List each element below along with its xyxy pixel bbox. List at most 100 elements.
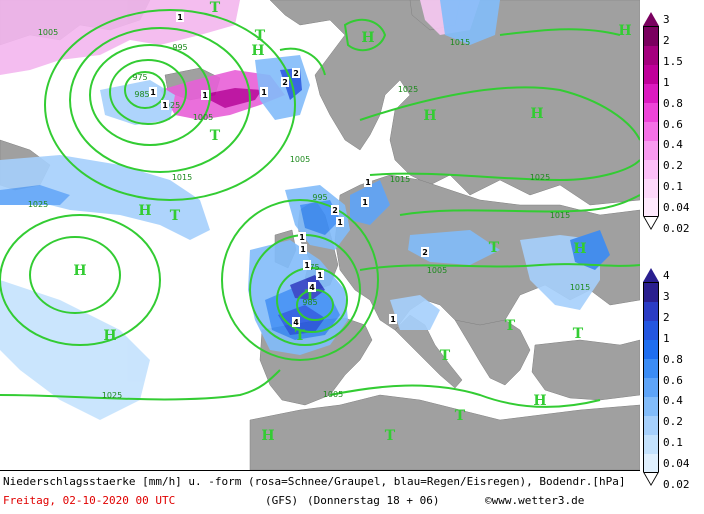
precip-value-box: [316, 270, 324, 280]
precip-value-box: [421, 247, 429, 257]
precip-value-box: [201, 90, 209, 100]
snow-legend-swatch: [644, 84, 658, 103]
isobar-label: 975: [132, 73, 147, 82]
snow-legend-level: 1.5: [663, 54, 683, 68]
precip-value-label: 1: [362, 198, 368, 207]
isobar-label: 1015: [390, 175, 410, 184]
isobar-label: 975: [304, 263, 319, 272]
low-pressure-label: T: [573, 326, 584, 342]
precip-value-label: 1: [337, 218, 343, 227]
isobar-label: 1025: [398, 85, 418, 94]
low-pressure-label: T: [440, 348, 451, 364]
rain-legend-level: 0.04: [663, 457, 690, 471]
low-pressure-label: T: [505, 318, 516, 334]
precip-value-label: 1: [365, 178, 371, 187]
isobar-label: 1025: [28, 200, 48, 209]
high-pressure-label: H: [573, 241, 586, 257]
snow-legend-bottom-arrow: [644, 217, 658, 229]
rain-precipitation: [0, 0, 610, 420]
precip-value-box: [149, 87, 157, 97]
high-pressure-label: H: [261, 428, 274, 444]
high-pressure-label: H: [618, 23, 631, 39]
rain-legend-swatch: [644, 378, 658, 397]
caption-model: (GFS): [265, 494, 299, 507]
rain-legend-level: 0.02: [663, 478, 690, 491]
caption-date: Freitag, 02-10-2020 00 UTC: [3, 494, 176, 507]
snow-legend-swatch: [644, 65, 658, 84]
isobar-label: 1005: [323, 390, 343, 399]
snow-legend-swatch: [644, 198, 658, 217]
precip-value-label: 1: [304, 261, 310, 270]
snow-legend-swatch: [644, 160, 658, 179]
rain-legend-level: 0.2: [663, 415, 683, 429]
snow-legend-level: 0.02: [663, 222, 690, 235]
rain-legend-top-arrow: [643, 268, 659, 282]
precip-value-label: 1: [317, 271, 323, 280]
low-pressure-label: T: [255, 28, 266, 44]
precip-value-box: [361, 197, 369, 207]
rain-legend-colorbar: [643, 282, 659, 473]
isobar-label: 995: [312, 193, 327, 202]
snow-legend-top-arrow: [643, 12, 659, 26]
rain-legend-swatch: [644, 302, 658, 321]
rain-legend-level: 0.1: [663, 436, 683, 450]
high-pressure-markers: H H H H H H H H H H H: [73, 23, 631, 444]
precip-value-label: 1: [390, 315, 396, 324]
precip-value-label: 2: [332, 206, 338, 215]
precip-value-box: [364, 177, 372, 187]
precip-value-label: 1: [202, 91, 208, 100]
low-pressure-label: T: [170, 208, 181, 224]
rain-legend-swatch: [644, 321, 658, 340]
snow-legend-level: 0.6: [663, 117, 683, 131]
snow-legend-swatch: [644, 103, 658, 122]
precip-value-box: [260, 87, 268, 97]
isobar-label: 985: [134, 90, 149, 99]
precip-value-box: [331, 205, 339, 215]
caption-footer: Freitag, 02-10-2020 00 UTC (GFS) (Donner…: [3, 494, 637, 507]
high-pressure-label: H: [73, 263, 86, 279]
snow-legend-swatch: [644, 122, 658, 141]
high-pressure-label: H: [533, 393, 546, 409]
snow-legend-swatch: [644, 46, 658, 65]
low-pressure-label: T: [489, 240, 500, 256]
low-pressure-markers: T T T T T T T T T T T T: [170, 0, 584, 444]
isobar-label: 995: [172, 43, 187, 52]
isobar-label: 1005: [290, 155, 310, 164]
isobar-label: 1005: [193, 113, 213, 122]
snow-legend-level: 3: [663, 13, 670, 26]
precip-value-label: 1: [299, 233, 305, 242]
precip-value-box: [389, 314, 397, 324]
low-pressure-label: T: [305, 288, 316, 304]
snow-legend-level: 0.04: [663, 201, 690, 215]
precip-value-box: [176, 12, 184, 22]
rain-legend-level: 0.4: [663, 394, 683, 408]
rain-legend-swatch: [644, 397, 658, 416]
isobar-label: 1005: [38, 28, 58, 37]
high-pressure-label: H: [361, 30, 374, 46]
low-pressure-label: T: [210, 128, 221, 144]
precip-value-box: [303, 260, 311, 270]
high-pressure-label: H: [251, 43, 264, 59]
precip-value-box: [161, 100, 169, 110]
isobar-label: 1015: [550, 211, 570, 220]
legend-panel: 3 2 1.5 1 0.8 0.6 0.4 0.2 0.1 0.04 0.02 4 3 2 1 0.8 0.6…: [640, 0, 704, 513]
precip-value-label: 4: [309, 283, 315, 292]
isobar-label: 1015: [570, 283, 590, 292]
low-pressure-label: T: [295, 328, 306, 344]
precip-value-box: [336, 217, 344, 227]
low-pressure-label: T: [210, 0, 221, 16]
precip-value-label: 2: [282, 78, 288, 87]
precip-value-box: [299, 244, 307, 254]
isobar-label: 985: [302, 298, 317, 307]
rain-legend-swatch: [644, 454, 658, 473]
snow-legend-level: 1: [663, 75, 670, 89]
caption-credit: ©www.wetter3.de: [485, 494, 585, 507]
rain-legend-swatch: [644, 435, 658, 454]
caption-title: Niederschlagsstaerke [mm/h] u. -form (ro…: [3, 475, 626, 488]
snow-legend-level: 2: [663, 33, 670, 47]
isobar-label: 1015: [450, 38, 470, 47]
precip-value-label: 2: [422, 248, 428, 257]
isobar-label: 1015: [172, 173, 192, 182]
